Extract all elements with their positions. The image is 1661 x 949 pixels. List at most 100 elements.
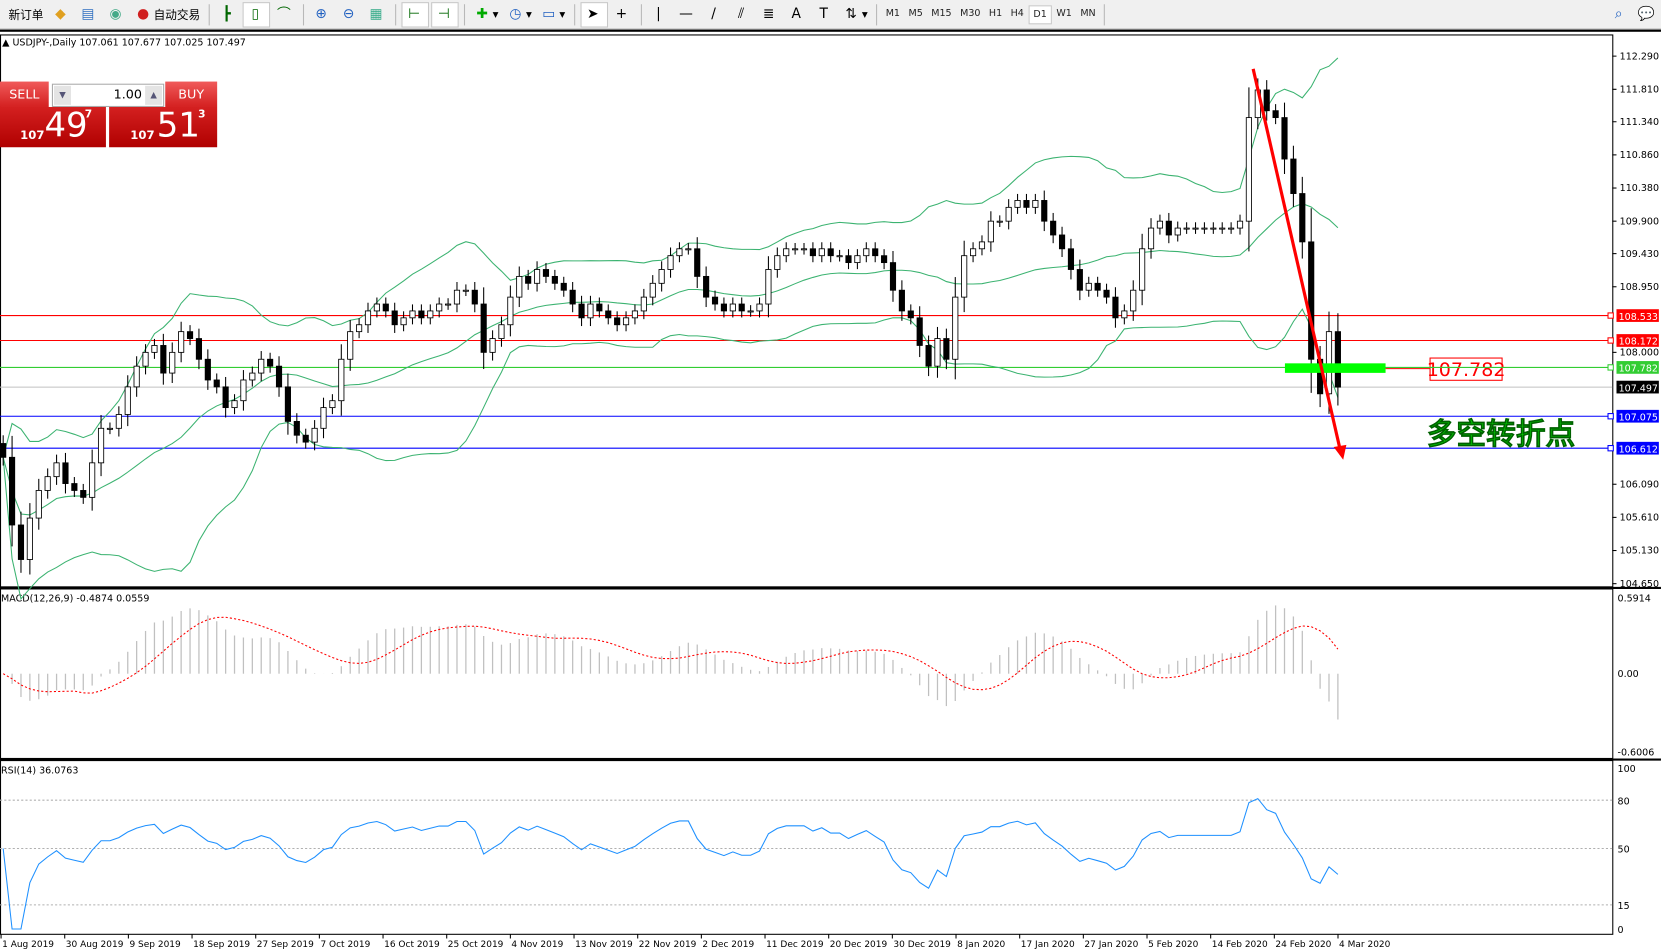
zoom-out-button[interactable]: ⊖ [337,3,362,26]
chat-button[interactable]: 💬 [1634,3,1659,26]
timeframe-m15[interactable]: M15 [931,7,952,19]
candle-body [694,248,701,277]
level-price-tag [1616,409,1659,423]
candle [222,376,229,418]
candle [195,328,203,370]
candle-body [1085,282,1092,291]
metaeditor-button[interactable]: ◆ [49,3,74,26]
search-button[interactable]: ⌕ [1607,3,1632,26]
timeframe-m5[interactable]: M5 [908,7,923,19]
candle [961,240,968,313]
sell-button[interactable]: SELL [0,81,49,107]
candle-body [970,248,977,257]
timeframe-w1[interactable]: W1 [1056,7,1072,19]
candle-body [1103,289,1110,298]
divider [302,3,305,25]
lot-decrease-button[interactable]: ▼ [54,85,71,105]
chart-canvas[interactable]: ▲ USDJPY-,Daily 107.061 107.677 107.025 … [0,32,1661,949]
arrows-button[interactable]: ⇅ ▾ [840,3,871,26]
candle-body [1183,227,1190,230]
timeframe-mn[interactable]: MN [1080,7,1096,19]
tile-windows-button[interactable]: ▦ [364,3,389,26]
autoscroll-button[interactable]: ⊢ [401,1,430,28]
indicators-button[interactable]: ✚ ▾ [470,3,501,26]
candlestick-button[interactable]: ▯ [242,1,271,28]
date-axis-label: 9 Sep 2019 [129,940,181,949]
cursor-button[interactable]: ➤ [580,1,608,28]
chart-window[interactable]: ▲ USDJPY-,Daily 107.061 107.677 107.025 … [0,29,1661,949]
candle [364,302,372,333]
candle-body [533,269,541,284]
candle [756,297,763,318]
buy-button[interactable]: BUY [165,81,218,107]
candle-body [1210,227,1217,230]
candle-body [320,407,327,429]
candle [1156,214,1164,235]
bar-chart-button[interactable]: ┣ [215,3,240,26]
candle-body [89,462,96,498]
candle [1112,287,1119,328]
candle-body [1058,234,1066,250]
trendline-button[interactable]: / [702,3,727,26]
auto-trading-button[interactable]: ● 自动交易 [131,3,203,26]
templates-button[interactable]: ▭ ▾ [542,5,566,22]
candle [1121,304,1128,325]
candle-body [97,427,105,464]
candle [729,297,736,318]
candle-body [329,400,336,409]
new-order-button[interactable]: 新订单 [1,3,47,26]
candle-body [231,400,238,409]
candle-body [356,324,363,333]
text-button[interactable]: A [785,3,810,26]
fibonacci-button[interactable]: ≣ [757,3,782,26]
signals-button[interactable]: ◉ [104,3,129,26]
horizontal-line-button[interactable]: — [674,3,699,26]
timeframe-h4[interactable]: H4 [1010,7,1024,19]
timeframe-h1[interactable]: H1 [988,7,1003,19]
candle [1210,222,1217,234]
vertical-line-button[interactable]: | [647,3,672,26]
buy-price-button[interactable]: 107 51 3 [109,105,218,148]
timeframe-m30[interactable]: M30 [960,7,981,19]
periods-button[interactable]: ◷ ▾ [504,3,535,26]
candle [889,250,897,302]
candle-body [978,241,986,250]
candle [720,297,727,318]
date-axis-label: 30 Aug 2019 [66,940,124,949]
lot-size-stepper[interactable]: ▼ 1.00 ▲ [51,83,165,107]
candle [89,449,96,511]
level-price-text: 106.612 [1619,444,1658,455]
line-chart-button[interactable]: ⌒ [272,3,297,26]
candle [1245,87,1252,252]
candle-body [302,434,309,443]
channel-button[interactable]: ⫽ [729,3,754,26]
level-price-tag [1616,334,1659,347]
date-axis-label: 25 Oct 2019 [448,940,504,949]
lot-size-input[interactable]: 1.00 [113,86,142,102]
candle-body [720,303,727,312]
candle [747,305,754,317]
level-price-tag [1616,361,1659,374]
candle [71,477,78,497]
new-order-icon [4,6,6,23]
chart-shift-button[interactable]: ⊣ [431,1,459,28]
candle [1236,214,1244,235]
sell-price-button[interactable]: 107 49 7 [0,105,106,148]
candle [525,269,532,290]
lot-increase-button[interactable]: ▲ [145,85,163,105]
candle [516,266,523,308]
timeframe-d1[interactable]: D1 [1028,4,1053,24]
timeframe-m1[interactable]: M1 [885,7,901,19]
candle [1014,193,1021,214]
text-label-button[interactable]: T [812,3,837,26]
candle [231,394,238,415]
candle [845,249,852,270]
arrows-icon: ⇅ [845,5,858,22]
candle-body [800,248,808,251]
candle-body [1032,200,1039,208]
candle [258,351,265,382]
crosshair-button[interactable]: + [610,3,635,26]
fibonacci-icon: ≣ [762,5,775,22]
terminal-button[interactable]: ▤ [76,3,101,26]
zoom-in-button[interactable]: ⊕ [309,3,334,26]
